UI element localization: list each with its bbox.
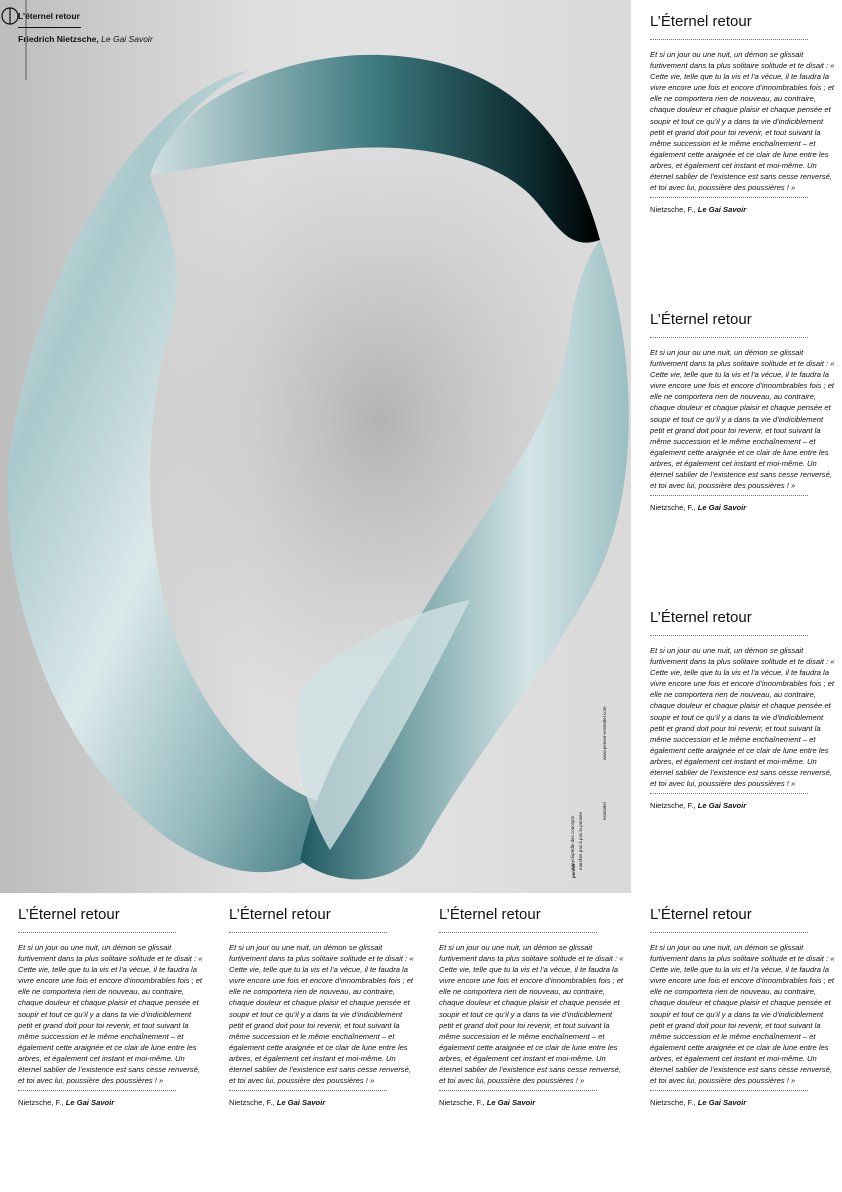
website-vertical: www.penser-essentiel.com (602, 706, 607, 760)
citation: Nietzsche, F., Le Gai Savoir (650, 1098, 747, 1108)
mobius-strip-illustration (7, 54, 629, 880)
divider (229, 1090, 387, 1092)
quote-text: Et si un jour ou une nuit, un démon se g… (650, 943, 835, 1086)
divider (229, 932, 387, 933)
divider (650, 337, 808, 338)
card-title: L’Éternel retour (439, 906, 541, 923)
quote-card: L’Éternel retour Et si un jour ou une nu… (650, 609, 834, 811)
poster-author: Friedrich Nietzsche, (18, 34, 99, 44)
quote-text: Et si un jour ou une nuit, un démon se g… (650, 50, 835, 193)
penser-logo-icon (1, 0, 27, 80)
quote-text: Et si un jour ou une nuit, un démon se g… (650, 646, 835, 789)
quote-card: L’Éternel retour Et si un jour ou une nu… (650, 311, 834, 513)
divider (439, 932, 597, 933)
quote-text: Et si un jour ou une nuit, un démon se g… (439, 943, 624, 1086)
poster-title: L’éternel retour (18, 11, 81, 28)
citation: Nietzsche, F., Le Gai Savoir (650, 801, 747, 811)
card-title: L’Éternel retour (650, 906, 752, 923)
citation: Nietzsche, F., Le Gai Savoir (229, 1098, 326, 1108)
card-title: L’Éternel retour (650, 311, 752, 328)
quote-card: L’Éternel retour Et si un jour ou une nu… (650, 906, 834, 1108)
divider (18, 1090, 176, 1092)
citation: Nietzsche, F., Le Gai Savoir (439, 1098, 536, 1108)
poster-work: Le Gai Savoir (101, 34, 153, 44)
divider (650, 793, 808, 795)
quote-card: L’Éternel retour Et si un jour ou une nu… (229, 906, 413, 1108)
vertical-tagline-2: marcher pas à pas la pensée (578, 811, 583, 870)
card-title: L’Éternel retour (229, 906, 331, 923)
quote-card: L’Éternel retour Et si un jour ou une nu… (650, 13, 834, 215)
card-title: L’Éternel retour (18, 906, 120, 923)
citation: Nietzsche, F., Le Gai Savoir (18, 1098, 115, 1108)
divider (650, 635, 808, 636)
citation: Nietzsche, F., Le Gai Savoir (650, 503, 747, 513)
card-title: L’Éternel retour (650, 609, 752, 626)
divider (650, 39, 808, 40)
divider (650, 1090, 808, 1092)
card-title: L’Éternel retour (650, 13, 752, 30)
quote-text: Et si un jour ou une nuit, un démon se g… (229, 943, 414, 1086)
brand-vertical: penser (571, 863, 576, 878)
divider (650, 932, 808, 933)
divider (18, 932, 176, 933)
divider (439, 1090, 597, 1092)
citation: Nietzsche, F., Le Gai Savoir (650, 205, 747, 215)
poster-image: L’éternel retour Friedrich Nietzsche, Le… (0, 0, 631, 893)
divider (650, 197, 808, 199)
poster-subtitle: Friedrich Nietzsche, Le Gai Savoir (18, 34, 153, 44)
quote-text: Et si un jour ou une nuit, un démon se g… (18, 943, 203, 1086)
vertical-sep: essentiel (602, 802, 607, 820)
quote-text: Et si un jour ou une nuit, un démon se g… (650, 348, 835, 491)
quote-card: L’Éternel retour Et si un jour ou une nu… (18, 906, 202, 1108)
divider (650, 495, 808, 497)
vertical-tagline-1: encyclopédie des concepts (570, 815, 575, 870)
quote-card: L’Éternel retour Et si un jour ou une nu… (439, 906, 623, 1108)
